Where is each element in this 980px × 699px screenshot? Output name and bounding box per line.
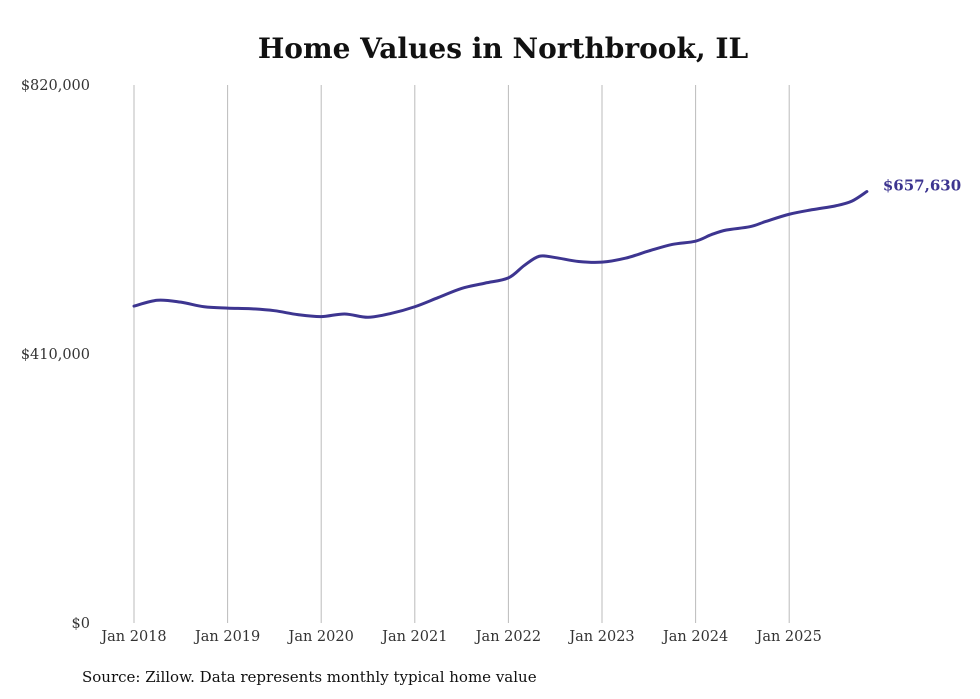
x-tick-label: Jan 2023	[567, 629, 634, 645]
x-tick-label: Jan 2021	[380, 629, 447, 645]
y-tick-label: $820,000	[21, 78, 90, 94]
source-note: Source: Zillow. Data represents monthly …	[82, 668, 537, 686]
x-tick-label: Jan 2025	[755, 629, 822, 645]
x-tick-label: Jan 2020	[287, 629, 354, 645]
y-tick-label: $0	[72, 616, 90, 632]
series-line-home-value	[132, 190, 869, 319]
x-tick-label: Jan 2019	[193, 629, 260, 645]
end-value-label: $657,630	[883, 177, 961, 195]
x-tick-label: Jan 2018	[99, 629, 166, 645]
chart-title: Home Values in Northbrook, IL	[257, 32, 749, 65]
x-tick-label: Jan 2022	[474, 629, 541, 645]
y-tick-label: $410,000	[21, 347, 90, 363]
x-tick-label: Jan 2024	[661, 629, 728, 645]
